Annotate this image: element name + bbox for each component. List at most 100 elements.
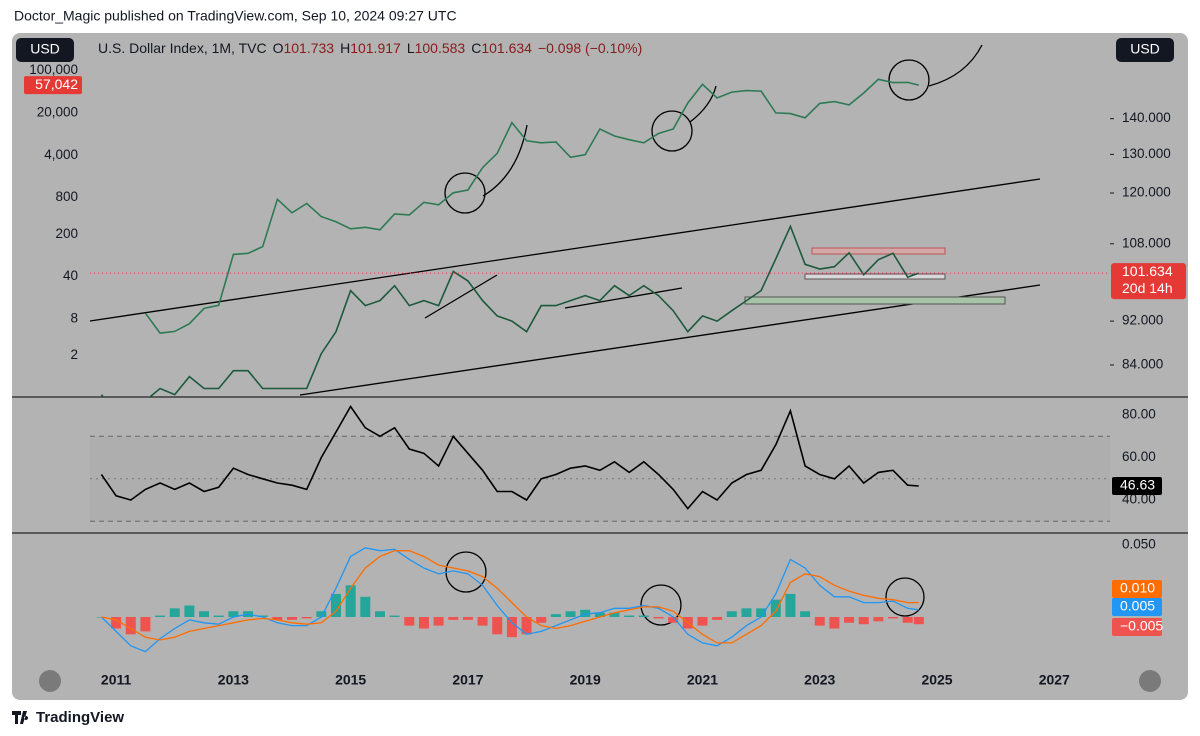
legend-ohlc-value: 101.917 — [350, 40, 401, 56]
currency-button[interactable] — [16, 38, 74, 62]
histogram-bar — [492, 616, 503, 635]
y-tick-label: 40.00 — [1122, 492, 1156, 507]
currency-button-label[interactable]: USD — [1130, 41, 1160, 57]
histogram-bar — [624, 615, 635, 617]
histogram-bar — [169, 608, 180, 617]
legend-symbol: U.S. Dollar Index, 1M, TVC — [98, 40, 267, 56]
series-line — [100, 224, 920, 397]
last-value-label: 57,042 — [35, 76, 78, 92]
y-tick-label: 0.050 — [1122, 537, 1156, 552]
brand-name: TradingView — [36, 709, 124, 726]
histogram-bar — [257, 615, 268, 617]
scroll-button[interactable] — [39, 670, 61, 692]
histogram-bar — [726, 611, 737, 617]
y-tick-label: 92.000 — [1122, 313, 1163, 328]
x-tick-label: 2015 — [335, 672, 366, 688]
circle — [640, 584, 682, 626]
histogram-bar — [844, 616, 855, 623]
histogram-bar — [521, 616, 532, 635]
y2-tick-label: 40 — [63, 268, 78, 283]
histogram-bar — [316, 611, 327, 617]
curve — [689, 85, 717, 123]
last-price-label: 101.634 — [1122, 263, 1173, 279]
legend-ohlc-value: 100.583 — [415, 40, 466, 56]
histogram-bar — [330, 593, 341, 617]
y-tick-label: 108.000 — [1122, 235, 1171, 250]
x-tick-label: 2017 — [452, 672, 483, 688]
histogram-bar — [404, 616, 415, 626]
last-price-box — [1111, 263, 1186, 300]
legend-ohlc-value: 101.733 — [283, 40, 334, 56]
circle — [651, 110, 693, 152]
x-tick-label: 2013 — [218, 672, 249, 688]
histogram-bar — [770, 599, 781, 617]
circle — [888, 59, 930, 101]
histogram-bar — [418, 616, 429, 629]
y-tick-label: 84.000 — [1122, 357, 1163, 372]
drawings — [89, 44, 1041, 626]
legend-ohlc-value: 101.634 — [481, 40, 532, 56]
histogram-bar — [712, 616, 723, 620]
histogram-bar — [814, 616, 825, 626]
pane — [100, 78, 920, 397]
trendline — [424, 274, 498, 319]
x-tick-label: 2011 — [101, 672, 132, 688]
y2-tick-label: 800 — [55, 189, 78, 204]
histogram-bar — [477, 616, 488, 626]
histogram-bar — [565, 611, 576, 617]
y-tick-label: 60.00 — [1122, 449, 1156, 464]
histogram-bar — [389, 615, 400, 617]
histogram-bar — [287, 616, 298, 620]
scroll-button[interactable] — [1139, 670, 1161, 692]
legend-change: −0.098 (−0.10%) — [538, 40, 642, 56]
currency-button-label[interactable]: USD — [30, 41, 60, 57]
last-value-label: 0.010 — [1120, 580, 1155, 596]
histogram-bar — [800, 611, 811, 617]
histogram-bar — [873, 616, 884, 622]
series-line — [100, 547, 919, 653]
y-tick-label: 130.000 — [1122, 146, 1171, 161]
last-value-box — [1112, 598, 1162, 616]
pane — [96, 547, 924, 653]
trendline — [564, 287, 683, 309]
y-tick-label: 80.00 — [1122, 407, 1156, 422]
zone — [744, 296, 1006, 305]
histogram-bar — [653, 616, 664, 619]
legend-ohlc-key: L — [407, 40, 415, 56]
histogram-bar — [301, 616, 312, 619]
histogram-bar — [638, 615, 649, 617]
bar-countdown: 20d 14h — [1122, 280, 1173, 296]
x-tick-label: 2019 — [570, 672, 601, 688]
histogram-bar — [199, 611, 210, 617]
y2-tick-label: 2 — [70, 347, 78, 362]
histogram-bar — [741, 608, 752, 617]
pane — [100, 405, 919, 510]
histogram-bar — [913, 616, 924, 625]
legend-ohlc-key: C — [471, 40, 481, 56]
histogram-bar — [668, 616, 679, 623]
histogram-bar — [360, 596, 371, 617]
histogram-bar — [462, 616, 473, 620]
zone — [804, 273, 946, 280]
histogram-bar — [697, 616, 708, 626]
y2-tick-label: 200 — [55, 226, 78, 241]
histogram-bar — [550, 614, 561, 617]
histogram-bar — [213, 615, 224, 617]
histogram-bar — [125, 616, 136, 635]
last-value-box — [1112, 476, 1162, 495]
x-tick-label: 2023 — [804, 672, 835, 688]
histogram-bar — [433, 616, 444, 626]
last-value-box — [24, 76, 82, 95]
histogram-bar — [902, 616, 913, 623]
legend-ohlc-key: O — [273, 40, 284, 56]
brand: TradingView — [12, 709, 124, 726]
y2-tick-label: 100,000 — [29, 62, 78, 77]
trendline — [89, 178, 1041, 322]
currency-button[interactable] — [1116, 38, 1174, 62]
last-value-label: −0.005 — [1120, 618, 1163, 634]
last-value-box — [1112, 580, 1162, 598]
histogram-bar — [580, 609, 591, 617]
last-value-label: 0.005 — [1120, 598, 1155, 614]
histogram-bar — [345, 585, 356, 617]
